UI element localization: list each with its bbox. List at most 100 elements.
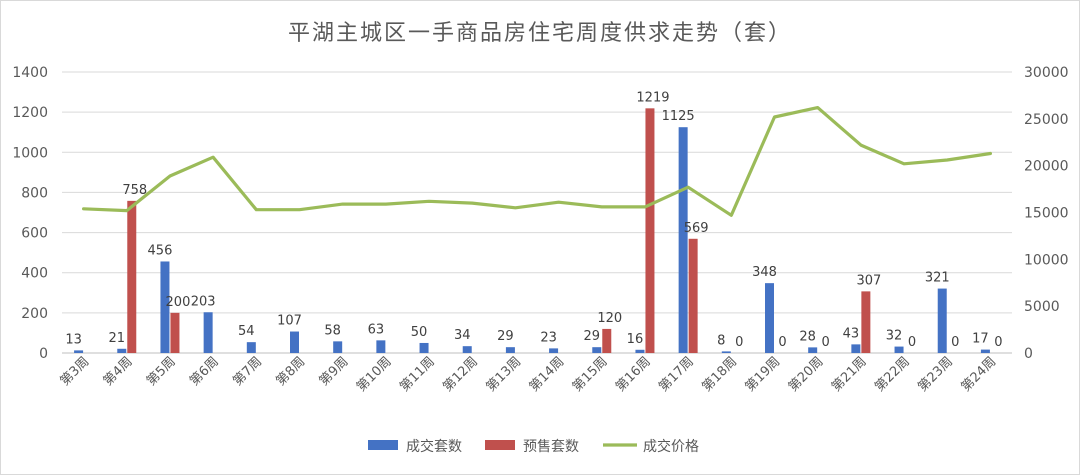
category-tick: 第11周 — [397, 354, 438, 395]
data-label: 34 — [454, 328, 471, 343]
left-axis-tick: 800 — [21, 185, 48, 201]
data-label: 8 — [717, 333, 725, 348]
bar — [645, 108, 655, 353]
data-label: 203 — [191, 294, 216, 309]
category-tick: 第23周 — [915, 354, 956, 395]
data-label: 348 — [752, 265, 777, 280]
data-label: 29 — [497, 329, 514, 344]
data-label: 1219 — [636, 90, 669, 105]
category-tick: 第20周 — [786, 354, 827, 395]
category-tick: 第8周 — [273, 354, 308, 389]
left-axis-tick: 1000 — [12, 145, 48, 161]
data-label: 21 — [108, 331, 125, 346]
bar — [688, 238, 698, 353]
price-line — [81, 105, 993, 217]
data-label: 58 — [324, 323, 341, 338]
category-tick: 第15周 — [570, 354, 611, 395]
bar — [602, 328, 612, 353]
category-tick: 第9周 — [317, 354, 352, 389]
legend-swatch — [368, 440, 398, 450]
legend: 成交套数 预售套数 成交价格 — [368, 438, 699, 455]
data-label: 569 — [684, 221, 709, 236]
bar — [203, 312, 213, 353]
data-label: 50 — [411, 325, 428, 340]
bar — [160, 261, 170, 353]
category-tick: 第18周 — [699, 354, 740, 395]
category-ticks: 第3周 第4周 第5周 第6周 第7周 第8周 第9周 第10周 第11周 第12周 第13周 第14… — [58, 354, 1000, 395]
data-label: 0 — [778, 335, 786, 350]
bar — [549, 348, 559, 353]
data-labels: 13 21 456 203 54 107 58 63 50 34 29 23 29 16 1125 8 348 2… — [65, 90, 1002, 350]
data-label: 32 — [886, 329, 903, 344]
left-axis-tick: 200 — [21, 306, 48, 322]
bar — [505, 347, 515, 353]
category-tick: 第10周 — [354, 354, 395, 395]
category-tick: 第14周 — [527, 354, 568, 395]
legend-label: 预售套数 — [523, 439, 579, 455]
bar — [246, 342, 256, 353]
chart-title: 平湖主城区一手商品房住宅周度供求走势（套） — [288, 21, 792, 46]
data-label: 120 — [597, 311, 622, 326]
bar — [765, 283, 774, 353]
data-label: 63 — [368, 322, 385, 337]
data-label: 43 — [843, 326, 860, 341]
bar — [333, 341, 343, 353]
category-tick: 第3周 — [58, 354, 93, 389]
bar — [290, 331, 299, 353]
category-tick: 第7周 — [230, 354, 265, 389]
bar — [127, 200, 137, 353]
bar — [170, 312, 180, 353]
legend-swatch — [485, 440, 515, 450]
bar — [462, 346, 472, 353]
data-label: 0 — [994, 335, 1002, 350]
category-tick: 第6周 — [187, 354, 222, 389]
right-axis-tick: 30000 — [1024, 65, 1069, 81]
data-label: 13 — [65, 332, 82, 347]
data-label: 28 — [799, 329, 816, 344]
legend-label: 成交套数 — [406, 438, 462, 455]
bar — [678, 127, 688, 353]
bar — [721, 351, 731, 353]
bar — [419, 342, 429, 353]
data-label: 1125 — [662, 109, 695, 124]
category-tick: 第4周 — [101, 354, 136, 389]
bar — [635, 349, 645, 353]
data-label: 758 — [122, 183, 147, 198]
data-label: 0 — [908, 335, 916, 350]
right-axis-tick: 15000 — [1024, 206, 1069, 222]
category-tick: 第24周 — [959, 354, 1000, 395]
data-label: 107 — [277, 314, 302, 329]
legend-label: 成交价格 — [643, 438, 699, 455]
bar — [808, 347, 818, 353]
bar — [980, 349, 990, 353]
category-tick: 第21周 — [829, 354, 870, 395]
left-axis-tick: 1200 — [12, 105, 48, 121]
data-label: 307 — [856, 273, 881, 288]
category-tick: 第16周 — [613, 354, 654, 395]
right-axis-tick: 10000 — [1024, 252, 1069, 268]
data-label: 456 — [148, 243, 173, 258]
bar — [851, 344, 861, 353]
right-axis-tick: 0 — [1024, 346, 1033, 362]
data-label: 0 — [735, 335, 743, 350]
bar — [861, 291, 871, 353]
bar — [937, 288, 947, 353]
right-axis-tick: 5000 — [1024, 299, 1060, 315]
data-label: 54 — [238, 324, 255, 339]
bar — [376, 340, 386, 353]
left-axis-tick: 1400 — [12, 65, 48, 81]
data-label: 200 — [166, 295, 191, 310]
left-axis-tick: 600 — [21, 226, 48, 242]
right-axis-tick: 20000 — [1024, 159, 1069, 175]
bar — [894, 346, 904, 353]
data-label: 16 — [627, 332, 644, 347]
data-label: 23 — [540, 330, 557, 345]
category-tick: 第17周 — [656, 354, 697, 395]
data-label: 321 — [925, 271, 950, 286]
bars — [74, 108, 990, 353]
left-axis-ticks: 0 200 400 600 800 1000 1200 1400 — [12, 65, 48, 362]
data-label: 29 — [583, 329, 600, 344]
bar — [117, 348, 127, 353]
